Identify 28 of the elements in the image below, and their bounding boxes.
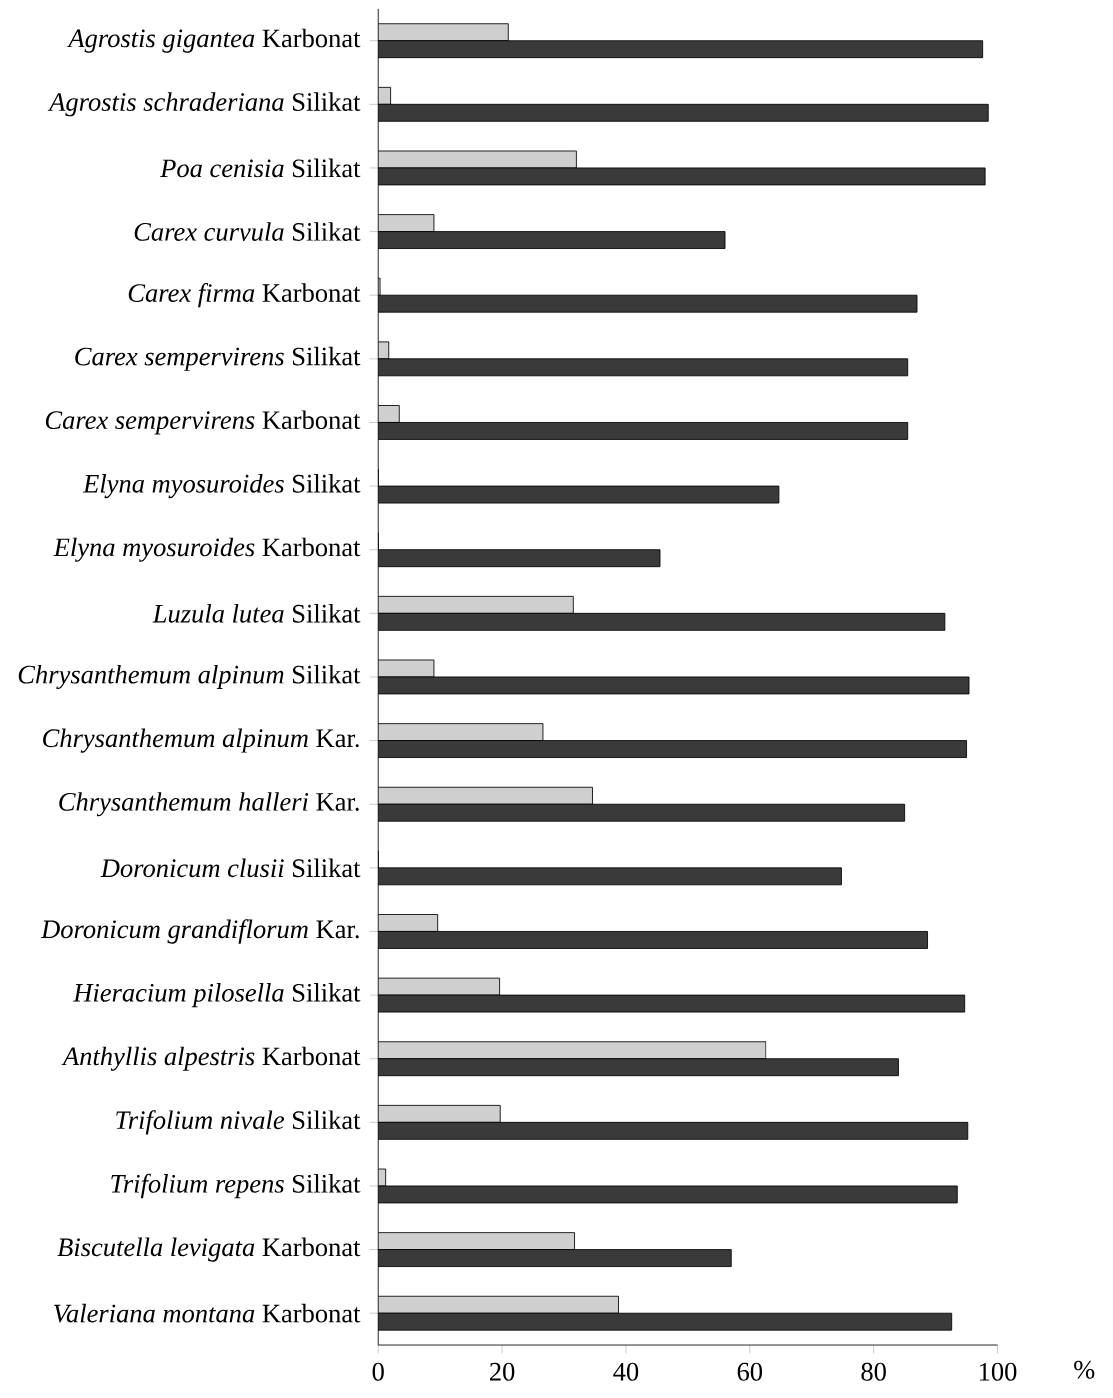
y-tick-label: Luzula lutea Silikat: [152, 603, 361, 623]
y-tick-label: Anthyllis alpestris Karbonat: [61, 1046, 361, 1071]
y-tick-label: Poa cenisia Silikat: [160, 158, 361, 178]
x-tick-label: 20: [490, 1362, 515, 1381]
y-tick-label: Chrysanthemum alpinum Kar.: [43, 728, 359, 753]
x-tick-label: 0: [372, 1362, 385, 1381]
y-tick-label: Elyna myosuroides Silikat: [83, 474, 361, 499]
y-tick-label: Doronicum clusii Silikat: [100, 858, 361, 878]
y-tick-label: Hieracium pilosella Silikat: [73, 983, 361, 1008]
y-tick-label: Elyna myosuroides Karbonat: [53, 537, 361, 562]
y-tick-label: Doronicum grandiflorum Kar.: [41, 919, 359, 944]
y-tick-label: Carex curvula Silikat: [134, 222, 361, 241]
y-tick-label: Carex sempervirens Silikat: [75, 346, 361, 371]
y-tick-label: Chrysanthemum halleri Kar.: [59, 792, 359, 817]
y-tick-label: Chrysanthemum alpinum Silikat: [18, 664, 361, 690]
y-tick-label: Biscutella levigata Karbonat: [57, 1237, 361, 1262]
y-tick-label: Agrostis gigantea Karbonat: [67, 28, 361, 53]
y-tick-label: Trifolium repens Silikat: [111, 1173, 361, 1199]
x-tick-label: 80: [861, 1362, 887, 1381]
y-tick-label: Valeriana montana Karbonat: [54, 1303, 361, 1323]
y-tick-label: Carex sempervirens Karbonat: [46, 410, 361, 435]
y-tick-label: Trifolium nivale Silikat: [116, 1110, 361, 1135]
x-tick-label: 60: [737, 1362, 763, 1381]
x-tick-label: 100: [980, 1362, 1017, 1381]
y-tick-label: Agrostis schraderiana Silikat: [47, 92, 361, 117]
x-axis-title: %: [1074, 1360, 1095, 1379]
y-tick-label: Carex firma Karbonat: [128, 283, 361, 308]
x-tick-label: 40: [613, 1362, 639, 1381]
